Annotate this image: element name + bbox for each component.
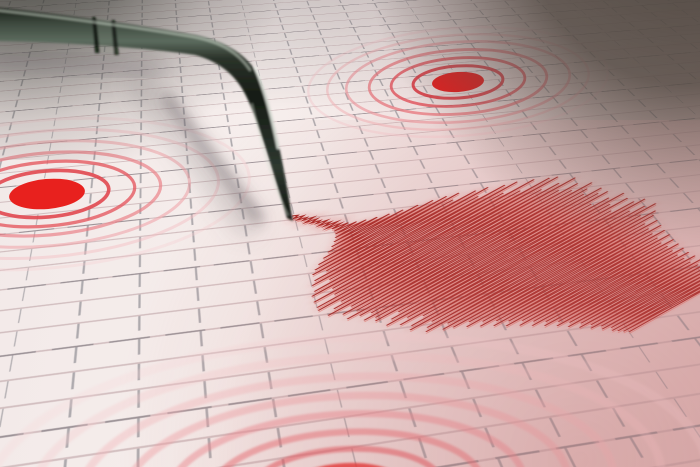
needle-arm-shadow <box>0 60 160 70</box>
seismograph-overlay <box>0 0 700 467</box>
seismograph-photo: const data = JSON.parse(document.getElem… <box>0 0 700 467</box>
